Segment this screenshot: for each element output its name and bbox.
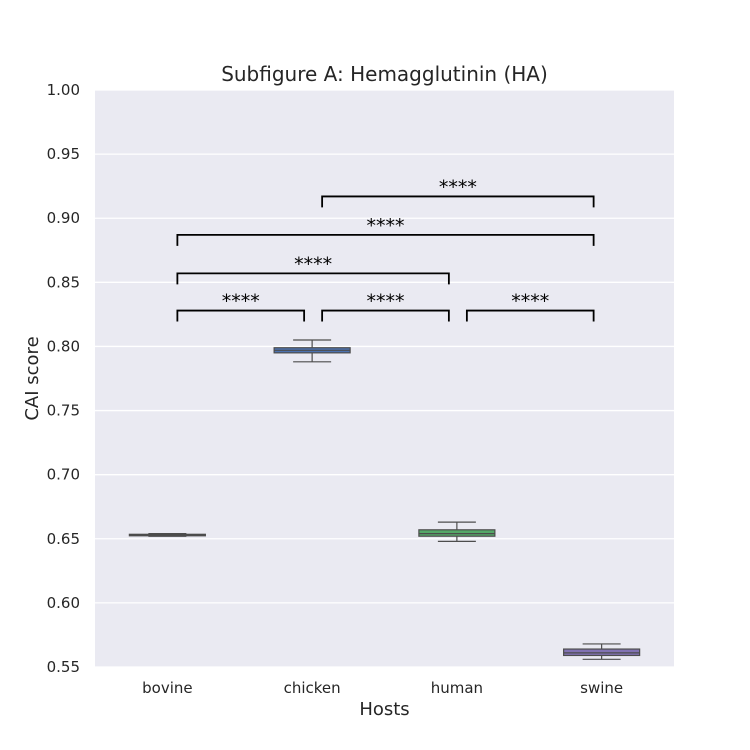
significance-label: **** bbox=[439, 176, 477, 198]
bracket-line bbox=[321, 309, 450, 322]
x-tick-label: chicken bbox=[284, 679, 341, 697]
bracket-line bbox=[176, 272, 450, 285]
significance-bracket: **** bbox=[321, 176, 595, 208]
box-bovine bbox=[128, 533, 206, 537]
x-tick-label: swine bbox=[580, 679, 623, 697]
box-series bbox=[128, 339, 641, 660]
grid-lines bbox=[95, 89, 674, 668]
significance-annotations: **** **** **** **** **** **** bbox=[176, 176, 595, 322]
bracket-line bbox=[321, 195, 595, 208]
x-axis-label: Hosts bbox=[359, 699, 409, 720]
x-tick-label: bovine bbox=[142, 679, 192, 697]
y-tick-label: 0.60 bbox=[47, 594, 80, 612]
y-tick-label: 0.75 bbox=[47, 402, 80, 420]
significance-label: **** bbox=[294, 253, 332, 275]
bracket-line bbox=[176, 309, 306, 322]
y-tick-label: 0.90 bbox=[47, 209, 80, 227]
plot-background bbox=[95, 90, 674, 667]
y-tick-label: 0.70 bbox=[47, 466, 80, 484]
y-axis-label: CAI score bbox=[22, 336, 43, 420]
x-tick-label: human bbox=[431, 679, 483, 697]
bracket-line bbox=[465, 309, 595, 322]
bracket-line bbox=[176, 233, 595, 246]
box-body bbox=[418, 529, 496, 537]
y-tick-labels: 0.55 0.60 0.65 0.70 0.75 0.80 0.85 0.90 0.95 1.00 bbox=[47, 81, 80, 676]
significance-bracket: **** bbox=[465, 291, 595, 322]
box-swine bbox=[563, 643, 641, 660]
box-chicken bbox=[273, 339, 351, 363]
chart-title: Subfigure A: Hemagglutinin (HA) bbox=[221, 62, 548, 86]
y-tick-label: 0.80 bbox=[47, 337, 80, 355]
significance-label: **** bbox=[367, 291, 405, 313]
significance-bracket: **** bbox=[176, 253, 450, 285]
y-tick-label: 1.00 bbox=[47, 81, 80, 99]
y-tick-label: 0.55 bbox=[47, 658, 80, 676]
significance-label: **** bbox=[367, 215, 405, 237]
box-body bbox=[563, 648, 641, 657]
significance-bracket: **** bbox=[321, 291, 450, 322]
box-human bbox=[418, 521, 496, 542]
significance-label: **** bbox=[222, 291, 260, 313]
significance-bracket: **** bbox=[176, 291, 306, 322]
significance-label: **** bbox=[511, 291, 549, 313]
significance-bracket: **** bbox=[176, 215, 595, 246]
y-tick-label: 0.95 bbox=[47, 145, 80, 163]
y-tick-label: 0.65 bbox=[47, 530, 80, 548]
x-tick-labels: bovine chicken human swine bbox=[142, 679, 623, 697]
y-tick-label: 0.85 bbox=[47, 273, 80, 291]
